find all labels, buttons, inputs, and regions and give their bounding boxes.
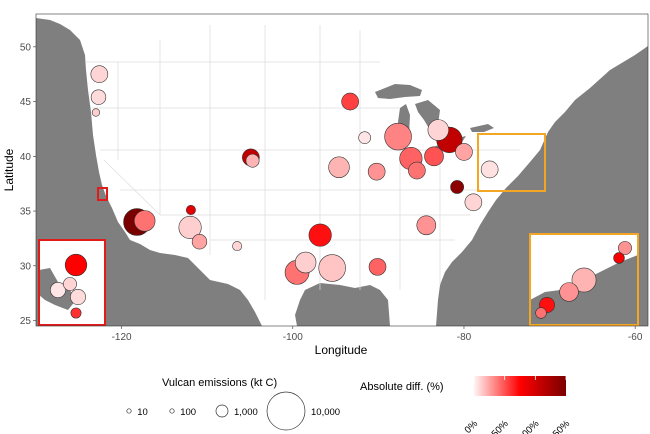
emission-point xyxy=(294,251,317,274)
color-legend-label: 0% xyxy=(463,418,481,434)
inset-west-point xyxy=(70,289,86,305)
emission-point xyxy=(328,156,350,178)
inset-east-point xyxy=(613,252,625,264)
x-tick-label: -80 xyxy=(457,332,472,343)
color-legend-title: Absolute diff. (%) xyxy=(360,381,444,393)
emission-point xyxy=(455,143,473,161)
y-axis-title: Latitude xyxy=(2,148,16,191)
emission-point xyxy=(384,122,412,151)
emission-point xyxy=(408,161,426,180)
inset-east-point xyxy=(571,267,597,293)
inset-west-point xyxy=(63,277,77,291)
inset-east-point xyxy=(618,241,632,255)
x-tick-label: -120 xyxy=(112,332,132,343)
emission-point xyxy=(480,160,499,179)
inset-west-locator xyxy=(97,187,108,201)
emission-point xyxy=(341,92,359,111)
color-legend-bar xyxy=(474,376,566,396)
color-legend-label: 150% xyxy=(547,418,572,434)
panel-frame xyxy=(35,13,649,327)
inset-east-point xyxy=(559,282,579,302)
size-legend: Vulcan emissions (kt C) 10 100 1,000 10,000 xyxy=(126,377,340,431)
emission-point xyxy=(90,65,109,84)
y-tick-label: 30 xyxy=(20,261,32,272)
y-tick-label: 40 xyxy=(20,152,32,163)
size-legend-circle xyxy=(169,408,175,414)
emission-point xyxy=(308,223,332,247)
emission-point xyxy=(90,89,107,105)
y-tick-label: 35 xyxy=(20,207,32,218)
color-legend-label: 50% xyxy=(490,418,512,434)
emission-point xyxy=(133,210,156,232)
emission-point xyxy=(185,205,196,215)
inset-east-points xyxy=(535,241,632,319)
inset-west-point xyxy=(50,282,66,298)
inset-west-points xyxy=(50,253,88,319)
size-legend-label: 1,000 xyxy=(234,407,258,418)
y-tick-label: 50 xyxy=(20,42,32,53)
x-tick-label: -100 xyxy=(283,332,303,343)
x-axis-title: Longitude xyxy=(315,343,368,357)
emission-point xyxy=(232,241,243,252)
emission-point xyxy=(367,162,386,181)
color-legend-label: 100% xyxy=(516,418,541,434)
state-borders xyxy=(86,25,520,300)
inset-east xyxy=(529,233,639,326)
inset-west-point xyxy=(64,253,88,277)
inset-east-point xyxy=(535,307,547,319)
size-legend-label: 100 xyxy=(180,407,196,418)
inset-west-point xyxy=(70,307,82,319)
emission-point xyxy=(450,180,465,194)
y-tick-label: 25 xyxy=(20,316,32,327)
lake-ontario xyxy=(470,124,494,132)
emission-point xyxy=(424,146,444,167)
size-legend-circle xyxy=(126,408,132,414)
x-axis: -120 -100 -80 -60 xyxy=(112,326,643,343)
emission-point xyxy=(464,193,483,212)
inset-east-frame xyxy=(529,233,639,326)
inset-east-locator xyxy=(477,133,546,192)
inset-west xyxy=(38,239,106,326)
map-panel xyxy=(36,14,648,326)
x-tick-label: -60 xyxy=(628,332,643,343)
emission-point xyxy=(358,131,371,145)
lake-superior xyxy=(375,84,422,99)
emission-point xyxy=(178,215,202,240)
emission-point xyxy=(427,119,450,141)
emission-points xyxy=(90,65,499,285)
size-legend-label: 10 xyxy=(137,407,148,418)
emission-point xyxy=(368,258,387,276)
y-axis: 25 30 35 40 45 50 xyxy=(20,42,36,327)
size-legend-circle xyxy=(215,404,229,418)
size-legend-circle xyxy=(266,391,306,431)
y-tick-label: 45 xyxy=(20,97,32,108)
emission-point xyxy=(191,234,208,250)
emission-point xyxy=(318,254,346,282)
color-legend: Absolute diff. (%) 0% 50% 100% 150% xyxy=(360,376,573,434)
size-legend-label: 10,000 xyxy=(311,407,340,418)
emission-point xyxy=(91,108,101,117)
inset-west-frame xyxy=(38,239,106,326)
emission-point xyxy=(245,153,260,168)
emission-point xyxy=(416,215,437,236)
size-legend-title: Vulcan emissions (kt C) xyxy=(162,377,277,389)
